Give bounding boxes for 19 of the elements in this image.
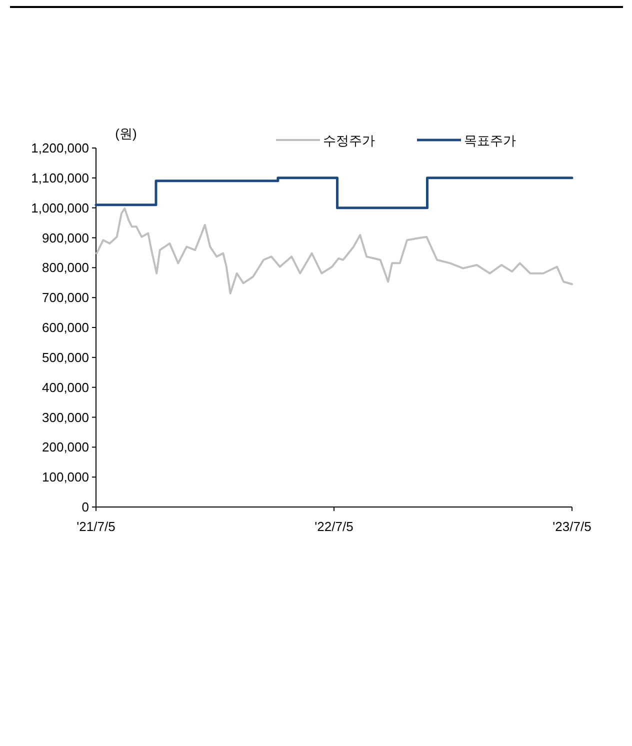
- legend-label: 수정주가: [323, 133, 375, 148]
- y-tick-label: 900,000: [42, 230, 89, 246]
- x-tick-label: '22/7/5: [314, 519, 354, 534]
- y-tick-label: 400,000: [42, 380, 89, 395]
- y-tick-label: 600,000: [42, 320, 89, 335]
- x-tick-label: '23/7/5: [552, 519, 592, 534]
- y-tick-label: 1,000,000: [31, 200, 89, 216]
- legend-label: 목표주가: [464, 133, 516, 148]
- y-tick-label: 300,000: [42, 410, 89, 425]
- y-tick-label: 1,100,000: [31, 170, 89, 186]
- y-tick-label: 0: [82, 500, 89, 514]
- y-tick-label: 200,000: [42, 440, 89, 455]
- y-tick-label: 500,000: [42, 350, 89, 365]
- y-tick-label: 100,000: [42, 470, 89, 485]
- y-tick-label: 700,000: [42, 290, 89, 306]
- y-axis-title: (원): [115, 126, 137, 141]
- y-tick-label: 800,000: [42, 260, 89, 276]
- y-tick-label: 1,200,000: [31, 140, 89, 156]
- x-tick-label: '21/7/5: [76, 519, 116, 534]
